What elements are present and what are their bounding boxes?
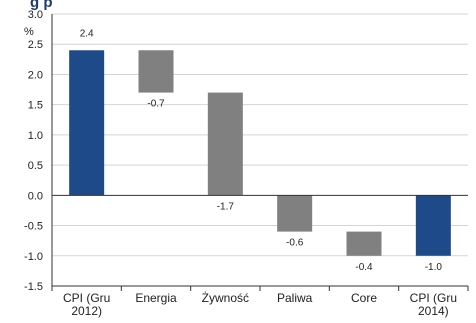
y-tick-label: -1.5	[24, 281, 43, 293]
y-tick-label: 2.5	[28, 39, 43, 51]
y-tick-label: -1.0	[24, 251, 43, 263]
y-tick-label: 1.0	[28, 130, 43, 142]
y-tick-label: 0.5	[28, 160, 43, 172]
data-label: -1.7	[217, 201, 235, 212]
x-category-label: Paliwa	[277, 291, 313, 305]
x-category-label: CPI (Gru	[63, 291, 110, 305]
gridlines	[52, 13, 468, 287]
y-unit-label: %	[24, 26, 34, 38]
x-category-label: 2014)	[418, 304, 449, 318]
chart-title-fragment: g p	[30, 0, 53, 11]
y-tick-label: -0.5	[24, 221, 43, 233]
data-label: -0.6	[286, 238, 304, 249]
bars: 2.4 -0.7 -1.7 -0.6 -0.4 -1.0	[69, 28, 451, 273]
y-tick-label: 1.5	[28, 100, 43, 112]
data-label: 2.4	[80, 28, 94, 39]
y-tick-label: 2.0	[28, 69, 43, 81]
data-label: -1.0	[425, 262, 443, 273]
x-category-label: Energia	[135, 291, 177, 305]
bar	[138, 50, 174, 93]
bar	[69, 50, 105, 196]
data-label: -0.4	[355, 262, 373, 273]
bar	[415, 195, 451, 256]
x-category-label: Core	[351, 291, 377, 305]
x-category-label: Żywność	[202, 291, 249, 305]
data-label: -0.7	[147, 99, 165, 110]
bar	[346, 231, 382, 256]
bar	[277, 195, 313, 232]
x-category-label: 2012)	[71, 304, 102, 318]
y-axis: 3.0 2.5 2.0 1.5 1.0 0.5 0.0 -0.5 -1.0 -1.5	[24, 9, 53, 293]
y-tick-label: 3.0	[28, 9, 43, 21]
x-category-label: CPI (Gru	[410, 291, 457, 305]
y-tick-label: 0.0	[28, 190, 43, 202]
bar	[207, 92, 243, 196]
